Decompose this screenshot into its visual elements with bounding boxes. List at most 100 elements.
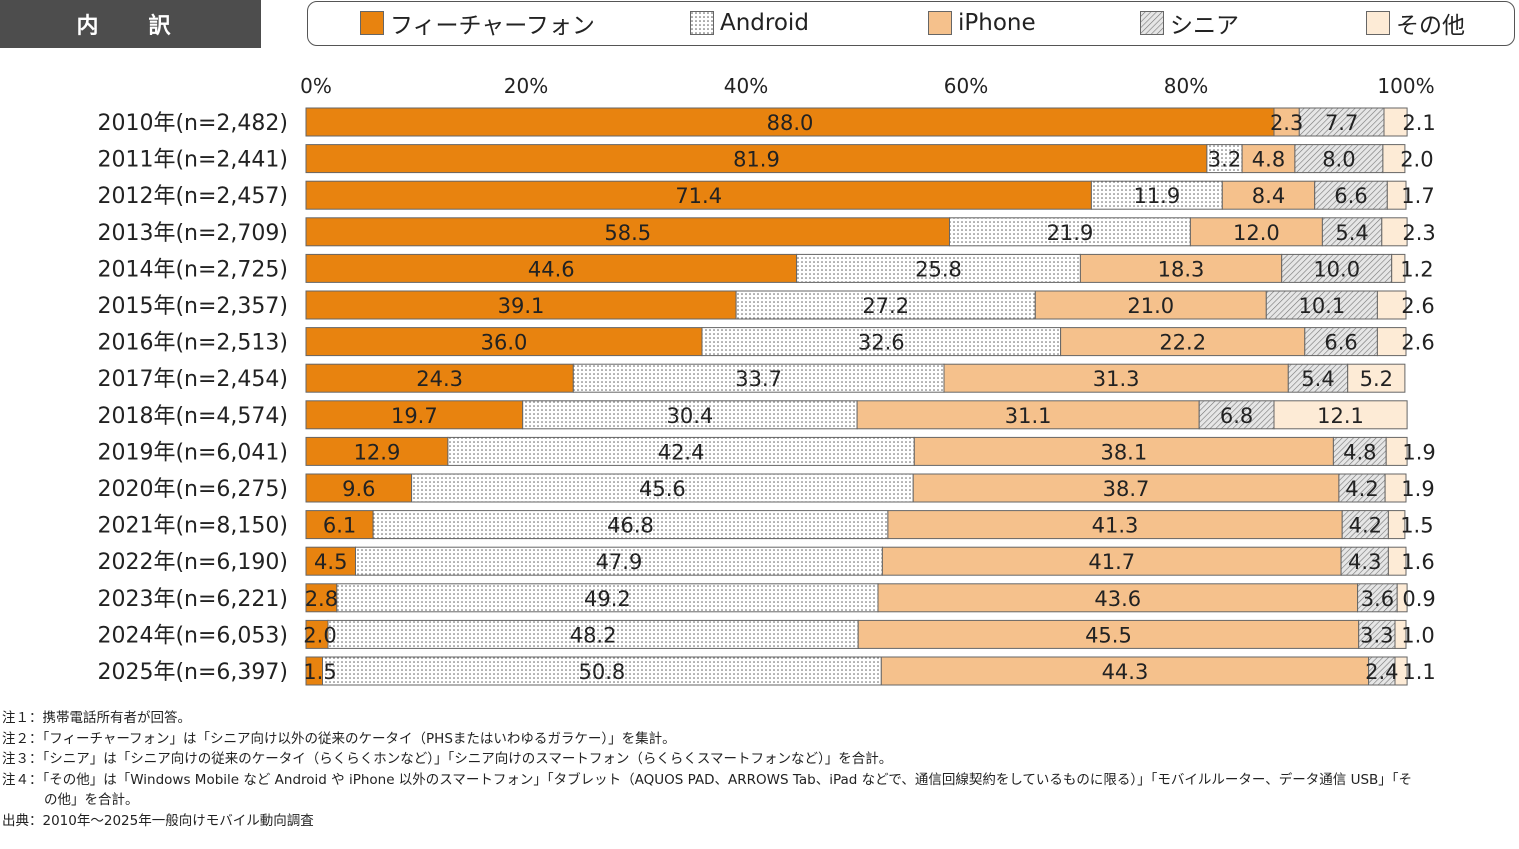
note-1: 注１：携帯電話所有者が回答。 bbox=[2, 710, 191, 726]
bar-segment-feature-phone bbox=[305, 436, 449, 466]
bar-segment-android bbox=[336, 583, 879, 613]
value-label-iphone: 45.5 bbox=[1085, 623, 1132, 647]
category-label: 2024年(n=6,053) bbox=[97, 623, 288, 648]
value-label-android: 30.4 bbox=[667, 404, 714, 428]
value-label-android: 50.8 bbox=[579, 660, 626, 684]
legend-item-feature-phone: フィーチャーフォン bbox=[360, 2, 595, 44]
bar-segment-other bbox=[1273, 400, 1408, 430]
value-label-iphone: 2.3 bbox=[1270, 111, 1303, 135]
category-label: 2017年(n=2,454) bbox=[97, 367, 288, 392]
value-label-senior: 4.8 bbox=[1343, 440, 1376, 464]
legend-label-other: その他 bbox=[1396, 13, 1465, 39]
value-label-feature-phone: 2.8 bbox=[305, 587, 338, 611]
value-label-other: 2.6 bbox=[1401, 294, 1434, 318]
value-label-iphone: 38.7 bbox=[1103, 477, 1150, 501]
category-label: 2022年(n=6,190) bbox=[97, 550, 288, 575]
bar-segment-feature-phone bbox=[305, 253, 798, 283]
value-label-other: 1.5 bbox=[1400, 514, 1433, 538]
bars: 88.0 2.3 7.7 2.1 81.9 3.2 4.8 8.0 2.0 71.4 11.9 8.4… bbox=[303, 107, 1436, 686]
note-4: 注４：「その他」は「Windows Mobile など Android や iP… bbox=[2, 771, 1413, 788]
value-label-other: 1.1 bbox=[1402, 660, 1435, 684]
bar-segment-iphone bbox=[877, 583, 1359, 613]
bar-segment-other bbox=[1383, 107, 1408, 137]
bar-segment-android bbox=[322, 656, 882, 686]
value-label-senior: 3.3 bbox=[1360, 623, 1393, 647]
value-label-android: 21.9 bbox=[1047, 221, 1094, 245]
stacked-bar-chart: 0% 20% 40% 60% 80% 100% 88.0 2.3 7.7 2.1 81.9 3.2 4… bbox=[97, 74, 1436, 686]
bar-segment-senior bbox=[1298, 107, 1385, 137]
x-tick-label: 0% bbox=[300, 74, 332, 98]
bar-segment-other bbox=[1387, 510, 1406, 540]
value-label-senior: 2.4 bbox=[1365, 660, 1398, 684]
bar-segment-android bbox=[327, 619, 859, 649]
bar-segment-iphone bbox=[856, 400, 1200, 430]
bar-segment-android bbox=[949, 217, 1191, 247]
category-labels: 2010年(n=2,482) 2011年(n=2,441) 2012年(n=2,45… bbox=[97, 111, 288, 685]
value-label-senior: 7.7 bbox=[1325, 111, 1358, 135]
bar-segment-senior bbox=[1358, 619, 1396, 649]
bar-segment-feature-phone bbox=[305, 473, 413, 503]
value-label-other: 1.9 bbox=[1401, 477, 1434, 501]
source-note: 出典：2010年～2025年一般向けモバイル動向調査 bbox=[2, 812, 314, 829]
x-tick-label: 100% bbox=[1377, 74, 1434, 98]
bar-segment-feature-phone bbox=[305, 290, 737, 320]
category-label: 2021年(n=8,150) bbox=[97, 514, 288, 539]
value-label-android: 49.2 bbox=[584, 587, 631, 611]
bar-segment-senior bbox=[1357, 583, 1398, 613]
category-label: 2018年(n=4,574) bbox=[97, 404, 288, 429]
value-label-android: 42.4 bbox=[658, 440, 705, 464]
section-title-text: 内 訳 bbox=[76, 14, 185, 39]
value-label-android: 45.6 bbox=[639, 477, 686, 501]
value-label-feature-phone: 44.6 bbox=[528, 257, 575, 281]
note-2: 注２：「フィーチャーフォン」は「シニア向け以外の従来のケータイ（PHSまたはいわ… bbox=[2, 730, 676, 747]
value-label-feature-phone: 6.1 bbox=[323, 514, 356, 538]
legend-label-senior: シニア bbox=[1170, 13, 1239, 39]
value-label-other: 2.1 bbox=[1402, 111, 1435, 135]
legend-item-android: Android bbox=[690, 2, 809, 44]
bar-segment-android bbox=[1090, 180, 1223, 210]
value-label-senior: 6.6 bbox=[1334, 184, 1367, 208]
bar-segment-senior bbox=[1265, 290, 1378, 320]
bar-segment-feature-phone bbox=[305, 144, 1208, 174]
category-label: 2020年(n=6,275) bbox=[97, 477, 288, 502]
bar-segment-feature-phone bbox=[305, 583, 338, 613]
value-label-feature-phone: 19.7 bbox=[391, 404, 438, 428]
value-label-feature-phone: 81.9 bbox=[733, 148, 780, 172]
bar-segment-feature-phone bbox=[305, 510, 374, 540]
bar-segment-android bbox=[522, 400, 858, 430]
bar-segment-senior bbox=[1368, 656, 1396, 686]
bar-segment-android bbox=[701, 327, 1062, 357]
value-label-senior: 6.8 bbox=[1220, 404, 1253, 428]
bar-segment-senior bbox=[1332, 436, 1387, 466]
bar-segment-feature-phone bbox=[305, 400, 524, 430]
bar-segment-iphone bbox=[880, 656, 1370, 686]
value-label-other: 1.2 bbox=[1400, 257, 1433, 281]
value-label-other: 12.1 bbox=[1317, 404, 1364, 428]
bar-segment-feature-phone bbox=[305, 107, 1275, 137]
legend-swatch-feature-phone bbox=[360, 11, 384, 35]
legend: フィーチャーフォン Android iPhone シニア その他 bbox=[307, 1, 1515, 46]
value-label-other: 2.3 bbox=[1402, 221, 1435, 245]
category-label: 2011年(n=2,441) bbox=[97, 148, 288, 173]
value-label-iphone: 8.4 bbox=[1252, 184, 1285, 208]
bar-segment-iphone bbox=[1273, 107, 1300, 137]
bar-segment-senior bbox=[1321, 217, 1383, 247]
category-label: 2019年(n=6,041) bbox=[97, 440, 288, 465]
value-label-senior: 4.2 bbox=[1345, 477, 1378, 501]
category-label: 2013年(n=2,709) bbox=[97, 221, 288, 246]
bar-segment-other bbox=[1376, 327, 1407, 357]
value-label-android: 25.8 bbox=[915, 257, 962, 281]
value-label-iphone: 31.1 bbox=[1005, 404, 1052, 428]
note-3: 注３：「シニア」は「シニア向けの従来のケータイ（らくらくホンなど）」「シニア向け… bbox=[2, 751, 893, 767]
bar-segment-other bbox=[1376, 290, 1407, 320]
bar-segment-other bbox=[1394, 619, 1407, 649]
bar-segment-other bbox=[1387, 546, 1407, 576]
bar-segment-other bbox=[1391, 253, 1406, 283]
value-label-senior: 10.1 bbox=[1298, 294, 1345, 318]
bar-segment-feature-phone bbox=[305, 327, 703, 357]
category-label: 2012年(n=2,457) bbox=[97, 184, 288, 209]
bar-segment-senior bbox=[1341, 510, 1389, 540]
bar-segment-iphone bbox=[1221, 180, 1316, 210]
footnotes: 注１：携帯電話所有者が回答。 注２：「フィーチャーフォン」は「シニア向け以外の従… bbox=[2, 708, 1412, 831]
value-label-iphone: 43.6 bbox=[1094, 587, 1141, 611]
